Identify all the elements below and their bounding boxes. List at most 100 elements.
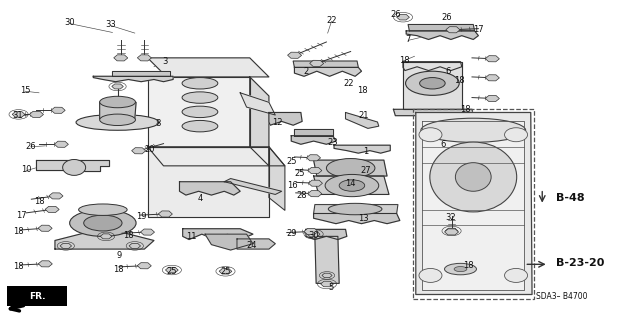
Text: 25: 25 xyxy=(286,157,296,166)
Text: B-48: B-48 xyxy=(556,193,585,203)
Polygon shape xyxy=(315,236,339,283)
Polygon shape xyxy=(113,71,170,76)
Text: 18: 18 xyxy=(35,197,45,206)
Polygon shape xyxy=(36,160,109,171)
Text: 25: 25 xyxy=(220,267,231,276)
Polygon shape xyxy=(314,204,398,213)
Ellipse shape xyxy=(76,115,159,130)
Text: 18: 18 xyxy=(13,262,23,271)
Text: 31: 31 xyxy=(13,111,23,120)
Polygon shape xyxy=(93,76,173,82)
Polygon shape xyxy=(408,25,474,31)
Text: 18: 18 xyxy=(123,231,134,240)
Text: 25: 25 xyxy=(166,267,177,276)
Ellipse shape xyxy=(504,128,527,142)
Text: 18: 18 xyxy=(399,56,410,65)
Polygon shape xyxy=(291,136,336,144)
Ellipse shape xyxy=(70,210,136,236)
Polygon shape xyxy=(224,179,282,195)
Ellipse shape xyxy=(420,78,445,89)
Ellipse shape xyxy=(100,96,136,108)
Ellipse shape xyxy=(419,128,442,142)
Ellipse shape xyxy=(339,180,365,191)
Polygon shape xyxy=(148,147,285,166)
Polygon shape xyxy=(269,113,302,125)
Text: 10: 10 xyxy=(21,165,31,174)
Ellipse shape xyxy=(406,71,460,95)
Text: 21: 21 xyxy=(358,111,369,120)
Text: 23: 23 xyxy=(328,137,338,146)
Polygon shape xyxy=(314,160,387,176)
Polygon shape xyxy=(148,77,250,147)
Polygon shape xyxy=(314,176,389,195)
Polygon shape xyxy=(314,213,400,224)
Polygon shape xyxy=(403,62,462,70)
Text: 22: 22 xyxy=(326,16,337,25)
Ellipse shape xyxy=(456,163,491,191)
Polygon shape xyxy=(179,182,240,195)
Polygon shape xyxy=(403,62,462,109)
Polygon shape xyxy=(148,147,269,217)
Polygon shape xyxy=(237,239,275,249)
Text: 18: 18 xyxy=(454,76,465,85)
Polygon shape xyxy=(394,109,473,116)
Text: 5: 5 xyxy=(329,283,334,292)
Text: 27: 27 xyxy=(361,166,371,175)
Text: 18: 18 xyxy=(113,264,124,274)
Polygon shape xyxy=(100,102,136,119)
Text: 4: 4 xyxy=(197,194,203,203)
Ellipse shape xyxy=(79,204,127,215)
Polygon shape xyxy=(334,145,390,153)
Text: 20: 20 xyxy=(144,145,155,154)
Polygon shape xyxy=(240,93,275,115)
Ellipse shape xyxy=(504,269,527,282)
Polygon shape xyxy=(416,113,532,294)
Text: 30: 30 xyxy=(308,231,319,240)
Ellipse shape xyxy=(419,269,442,282)
Text: 1: 1 xyxy=(364,147,369,156)
Text: 6: 6 xyxy=(445,67,451,76)
Ellipse shape xyxy=(182,92,218,103)
Ellipse shape xyxy=(328,203,382,215)
Text: SDA3– B4700: SDA3– B4700 xyxy=(536,292,588,301)
Polygon shape xyxy=(306,229,347,240)
Ellipse shape xyxy=(182,121,218,132)
Ellipse shape xyxy=(182,106,218,118)
Text: 7: 7 xyxy=(406,35,411,44)
Text: 24: 24 xyxy=(246,241,257,250)
Text: FR.: FR. xyxy=(29,292,45,300)
Text: 26: 26 xyxy=(26,142,36,151)
Text: 19: 19 xyxy=(136,212,147,221)
Text: 18: 18 xyxy=(460,105,471,114)
Polygon shape xyxy=(269,147,285,210)
Text: 29: 29 xyxy=(286,229,296,238)
Polygon shape xyxy=(346,113,379,128)
Ellipse shape xyxy=(430,142,516,212)
Text: 8: 8 xyxy=(156,119,161,129)
Ellipse shape xyxy=(421,118,525,142)
Text: 17: 17 xyxy=(473,26,484,34)
Text: 9: 9 xyxy=(116,251,122,260)
Ellipse shape xyxy=(182,78,218,89)
Text: 28: 28 xyxy=(297,190,307,200)
Text: 17: 17 xyxy=(17,211,27,219)
Text: 25: 25 xyxy=(294,169,305,178)
Text: 30: 30 xyxy=(65,19,75,27)
Ellipse shape xyxy=(326,159,375,178)
Text: 22: 22 xyxy=(344,79,354,88)
Polygon shape xyxy=(148,58,269,77)
Text: 3: 3 xyxy=(163,56,168,65)
Text: 14: 14 xyxy=(346,179,356,188)
FancyBboxPatch shape xyxy=(7,286,67,306)
Polygon shape xyxy=(250,77,269,166)
Text: 26: 26 xyxy=(390,10,401,19)
Polygon shape xyxy=(294,129,333,136)
Polygon shape xyxy=(294,67,362,76)
Text: 15: 15 xyxy=(20,86,30,95)
Polygon shape xyxy=(406,31,478,40)
Ellipse shape xyxy=(445,263,476,275)
Text: 13: 13 xyxy=(358,214,369,223)
Text: 2: 2 xyxy=(303,67,308,76)
Text: 16: 16 xyxy=(287,181,298,190)
Polygon shape xyxy=(422,122,524,290)
